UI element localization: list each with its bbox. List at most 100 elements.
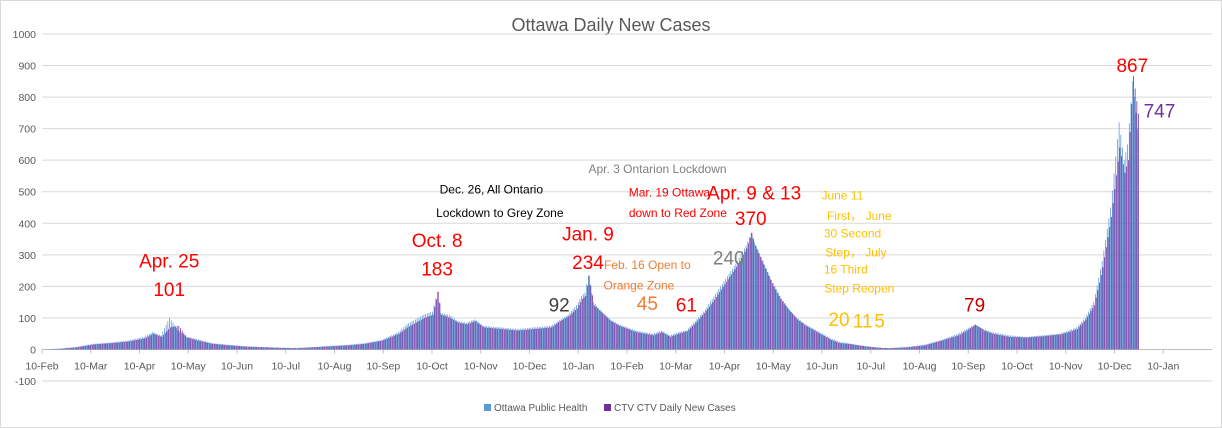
bar-ctv-daily-new-cases [620, 326, 622, 350]
bar-ottawa-public-health [121, 341, 123, 350]
bar-ctv-daily-new-cases [773, 286, 775, 350]
annotation-label: June 11 [821, 189, 863, 203]
bar-ottawa-public-health [311, 347, 313, 350]
bar-ctv-daily-new-cases [644, 333, 646, 350]
bar-ctv-daily-new-cases [405, 328, 407, 350]
bar-ottawa-public-health [535, 327, 537, 350]
bar-ctv-daily-new-cases [442, 315, 444, 350]
bar-ctv-daily-new-cases [1053, 335, 1055, 350]
bar-ottawa-public-health [240, 345, 242, 350]
bar-ottawa-public-health [822, 333, 823, 350]
bar-ctv-daily-new-cases [563, 319, 565, 350]
bar-ottawa-public-health [1008, 335, 1010, 350]
bar-ctv-daily-new-cases [93, 344, 95, 350]
bar-ctv-daily-new-cases [1073, 330, 1075, 350]
bar-ctv-daily-new-cases [659, 332, 661, 350]
bar-ottawa-public-health [972, 325, 974, 350]
y-tick-label: 300 [18, 250, 36, 262]
bar-ctv-daily-new-cases [1136, 101, 1138, 350]
bar-ottawa-public-health [428, 312, 430, 350]
bar-ctv-daily-new-cases [1138, 113, 1139, 350]
bar-ctv-daily-new-cases [451, 318, 453, 350]
bar-ctv-daily-new-cases [346, 345, 348, 350]
bar-ottawa-public-health [528, 327, 530, 350]
bar-ottawa-public-health [989, 331, 991, 350]
legend-swatch-ctv-daily-new-cases [604, 404, 611, 411]
bar-ctv-daily-new-cases [721, 289, 722, 350]
bar-ctv-daily-new-cases [1060, 334, 1061, 350]
bar-ottawa-public-health [192, 338, 194, 350]
bar-ottawa-public-health [949, 336, 950, 350]
bar-ottawa-public-health [1084, 317, 1086, 350]
bar-ctv-daily-new-cases [753, 239, 755, 350]
y-tick-label: 500 [18, 187, 36, 199]
bar-ctv-daily-new-cases [988, 332, 990, 350]
bar-ottawa-public-health [720, 286, 722, 350]
x-tick-label: 10-Dec [513, 360, 547, 372]
bar-ottawa-public-health [581, 295, 582, 350]
bar-ottawa-public-health [1018, 336, 1020, 350]
bar-ctv-daily-new-cases [453, 319, 454, 350]
bar-ctv-daily-new-cases [637, 332, 639, 350]
bar-ctv-daily-new-cases [85, 345, 86, 350]
bar-ctv-daily-new-cases [446, 316, 448, 350]
bar-ottawa-public-health [450, 316, 452, 350]
x-tick-label: 10-Jan [1147, 360, 1179, 372]
bar-ctv-daily-new-cases [782, 301, 783, 350]
bar-ctv-daily-new-cases [1134, 88, 1136, 350]
bar-ctv-daily-new-cases [573, 311, 575, 350]
bar-ottawa-public-health [345, 344, 347, 350]
bar-ottawa-public-health [308, 347, 309, 350]
bar-ctv-daily-new-cases [676, 334, 678, 350]
bar-ctv-daily-new-cases [710, 304, 712, 350]
bar-ctv-daily-new-cases [429, 316, 431, 350]
bar-ottawa-public-health [1105, 239, 1106, 350]
bar-ctv-daily-new-cases [292, 348, 293, 350]
bar-ctv-daily-new-cases [614, 322, 615, 350]
bar-ctv-daily-new-cases [142, 338, 144, 350]
bar-ctv-daily-new-cases [117, 342, 119, 350]
bar-ctv-daily-new-cases [663, 333, 665, 350]
bar-ctv-daily-new-cases [580, 302, 582, 350]
bar-ottawa-public-health [857, 344, 859, 350]
bar-ottawa-public-health [1005, 334, 1006, 350]
bar-ctv-daily-new-cases [158, 335, 159, 350]
bar-ctv-daily-new-cases [871, 347, 873, 350]
bar-ottawa-public-health [145, 335, 147, 350]
bar-ctv-daily-new-cases [717, 294, 719, 350]
bar-ctv-daily-new-cases [515, 330, 517, 350]
bar-ottawa-public-health [754, 242, 755, 350]
bar-ctv-daily-new-cases [839, 343, 841, 350]
x-tick-label: 10-Jun [806, 360, 838, 372]
bar-ctv-daily-new-cases [975, 324, 977, 350]
bar-ottawa-public-health [532, 327, 533, 350]
y-tick-label: 400 [18, 218, 36, 230]
bar-ctv-daily-new-cases [271, 347, 273, 350]
bar-ottawa-public-health [996, 333, 998, 350]
bar-ctv-daily-new-cases [322, 346, 324, 350]
bar-ctv-daily-new-cases [281, 347, 283, 350]
bar-ottawa-public-health [654, 333, 655, 350]
bar-ctv-daily-new-cases [129, 341, 131, 350]
bar-ottawa-public-health [543, 326, 545, 350]
bar-ottawa-public-health [557, 321, 559, 350]
bar-ctv-daily-new-cases [342, 345, 344, 350]
bar-ottawa-public-health [269, 347, 270, 350]
bar-ctv-daily-new-cases [675, 334, 677, 350]
bar-ctv-daily-new-cases [278, 347, 280, 350]
bar-ottawa-public-health [601, 311, 603, 350]
bar-ctv-daily-new-cases [315, 347, 317, 350]
bar-ottawa-public-health [404, 325, 406, 350]
bar-ctv-daily-new-cases [227, 345, 229, 350]
bar-ctv-daily-new-cases [1072, 330, 1073, 350]
bar-ottawa-public-health [325, 346, 326, 350]
bar-ctv-daily-new-cases [697, 320, 699, 350]
bar-ctv-daily-new-cases [932, 342, 934, 350]
bar-ctv-daily-new-cases [587, 285, 588, 350]
bar-ctv-daily-new-cases [973, 325, 975, 350]
bar-ottawa-public-health [204, 341, 206, 350]
bar-ctv-daily-new-cases [183, 332, 185, 350]
bar-ottawa-public-health [131, 339, 133, 350]
bar-ctv-daily-new-cases [966, 330, 968, 350]
bar-ottawa-public-health [123, 341, 125, 350]
